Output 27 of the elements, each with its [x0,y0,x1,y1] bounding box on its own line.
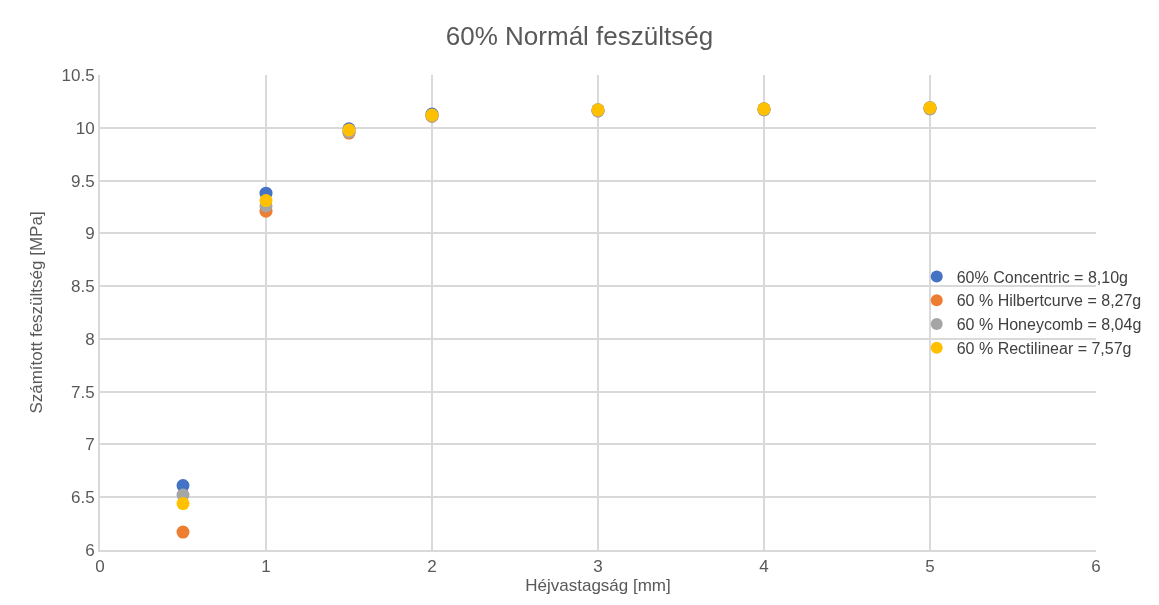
y-tick-label: 10.5 [61,65,95,85]
legend-label: 60 % Rectilinear = 7,57g [956,340,1132,358]
x-tick-label: 3 [593,557,603,577]
legend-label: 60% Concentric = 8,10g [956,268,1128,286]
legend-label: 60 % Honeycomb = 8,04g [956,316,1142,334]
x-tick-label: 1 [261,557,271,577]
legend-label: 60 % Hilbertcurve = 8,27g [956,292,1142,310]
y-axis-title: Számított feszültség [MPa] [26,211,46,414]
y-tick-label: 8.5 [70,277,95,297]
y-tick-label: 9 [85,224,95,244]
x-tick-label: 0 [95,557,105,577]
x-tick-label: 6 [1091,557,1101,577]
y-tick-label: 7.5 [70,382,95,402]
point [176,497,190,511]
y-tick-label: 8 [85,329,95,349]
y-tick-label: 7 [85,435,95,455]
y-tick-label: 9.5 [70,171,95,191]
y-tick-label: 6 [85,540,95,560]
x-tick-label: 4 [759,557,769,577]
point [259,194,273,208]
x-tick-label: 2 [427,557,437,577]
point [176,525,190,539]
x-tick-label: 5 [925,557,935,577]
y-tick-label: 10 [75,118,95,138]
x-axis-title: Héjvastagság [mm] [525,576,671,596]
chart-title: 60% Normál feszültség [445,21,714,52]
y-tick-label: 6.5 [70,488,95,508]
